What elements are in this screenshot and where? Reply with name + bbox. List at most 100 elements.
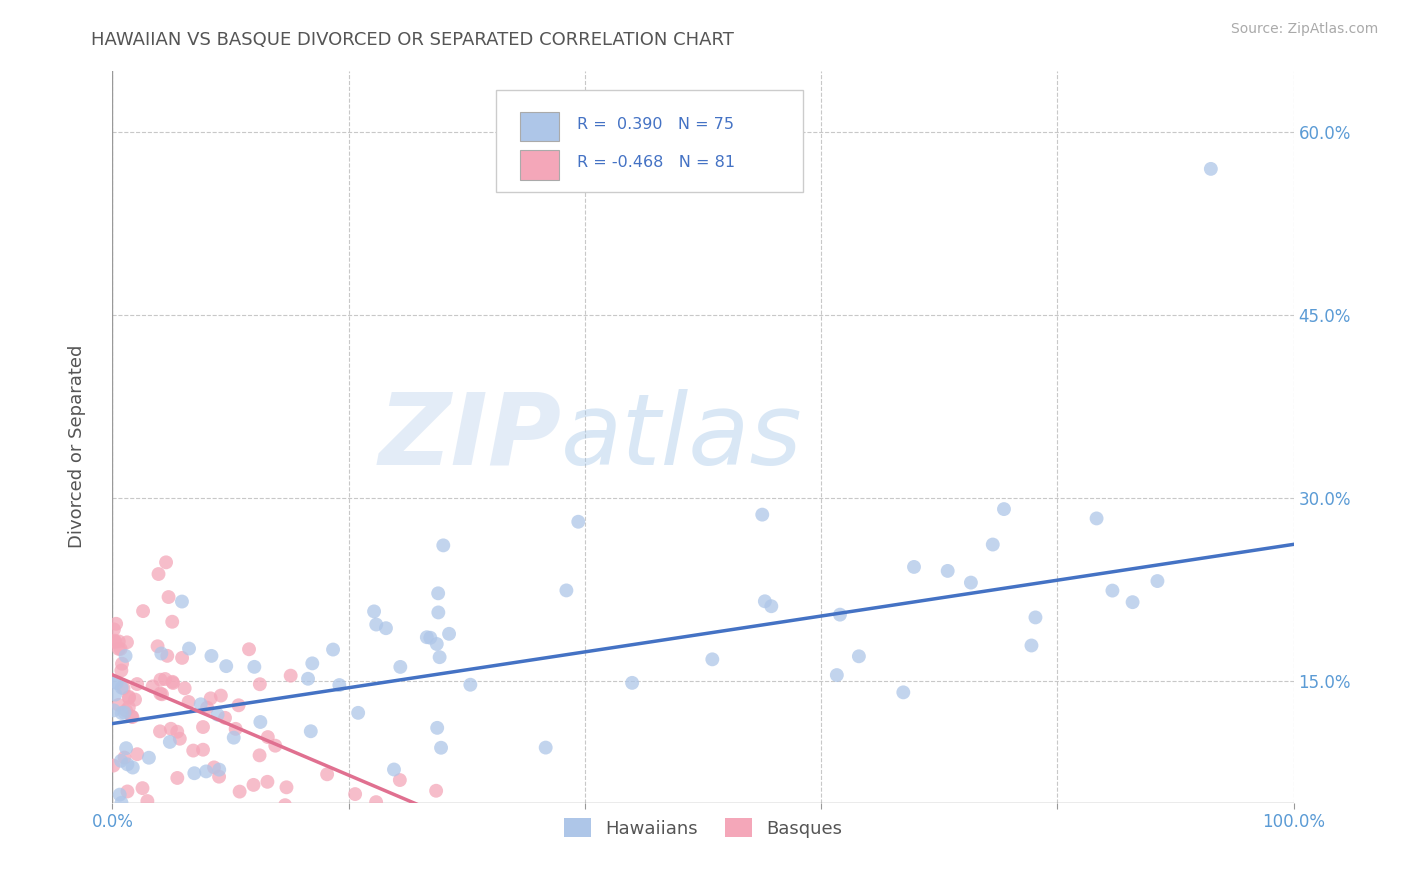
Point xyxy=(121,710,143,724)
FancyBboxPatch shape xyxy=(496,90,803,192)
Point xyxy=(363,604,385,618)
Point xyxy=(280,668,302,682)
Point xyxy=(111,681,134,695)
Point xyxy=(256,730,278,744)
Point xyxy=(249,677,271,691)
Point xyxy=(177,695,200,709)
Point xyxy=(427,606,450,620)
Point xyxy=(373,820,395,834)
Point xyxy=(702,652,724,666)
Point xyxy=(105,676,128,690)
Point xyxy=(277,820,299,834)
Point xyxy=(1122,595,1144,609)
Point xyxy=(301,657,323,671)
Point xyxy=(228,784,250,798)
Point xyxy=(389,660,412,674)
Point xyxy=(195,700,218,714)
Point xyxy=(183,766,205,780)
Point xyxy=(169,731,191,746)
Point xyxy=(107,641,129,656)
FancyBboxPatch shape xyxy=(520,112,560,141)
Point xyxy=(1146,574,1168,588)
Point xyxy=(238,642,260,657)
Text: Divorced or Separated: Divorced or Separated xyxy=(69,344,86,548)
Point xyxy=(146,640,169,654)
Point xyxy=(148,567,170,582)
Point xyxy=(751,508,773,522)
Point xyxy=(104,635,127,649)
Point xyxy=(149,687,172,701)
Point xyxy=(208,770,231,784)
Point xyxy=(848,649,870,664)
Point xyxy=(427,586,450,600)
Point xyxy=(115,635,138,649)
Point xyxy=(127,677,149,691)
Point xyxy=(209,689,232,703)
Point xyxy=(960,575,983,590)
Point xyxy=(249,714,271,729)
Point xyxy=(104,688,127,702)
Point xyxy=(114,706,136,720)
Point xyxy=(228,698,250,713)
Point xyxy=(373,806,395,821)
Point xyxy=(110,642,132,657)
Point xyxy=(114,750,136,764)
Point xyxy=(150,687,173,701)
Point xyxy=(426,721,449,735)
Point xyxy=(264,739,287,753)
Point xyxy=(103,674,125,689)
Point xyxy=(156,648,179,663)
Point xyxy=(429,650,451,665)
Point xyxy=(136,794,159,808)
Point xyxy=(278,820,301,834)
Point xyxy=(149,724,172,739)
Point xyxy=(1085,511,1108,525)
Point xyxy=(159,735,181,749)
Point xyxy=(124,692,146,706)
Point xyxy=(110,754,132,768)
Point xyxy=(121,709,143,723)
Point xyxy=(115,704,138,718)
Point xyxy=(149,673,172,687)
Point xyxy=(110,796,132,810)
Point xyxy=(322,642,344,657)
Text: Source: ZipAtlas.com: Source: ZipAtlas.com xyxy=(1230,22,1378,37)
Text: ZIP: ZIP xyxy=(378,389,561,485)
Point xyxy=(103,703,125,717)
Point xyxy=(170,651,193,665)
Point xyxy=(1024,610,1046,624)
Point xyxy=(160,615,183,629)
Point xyxy=(416,630,439,644)
Point xyxy=(430,740,453,755)
Point xyxy=(432,538,454,552)
Point xyxy=(114,648,136,663)
Text: R = -0.468   N = 81: R = -0.468 N = 81 xyxy=(576,155,735,170)
Point xyxy=(981,537,1004,551)
Point xyxy=(166,724,188,739)
Point xyxy=(328,678,350,692)
Point xyxy=(534,740,557,755)
Point xyxy=(891,685,914,699)
Point xyxy=(366,617,388,632)
Point xyxy=(243,660,266,674)
Point xyxy=(142,680,165,694)
Point xyxy=(567,515,589,529)
Point xyxy=(382,763,405,777)
Point xyxy=(118,690,141,704)
Point xyxy=(170,594,193,608)
Point xyxy=(419,631,441,645)
Point xyxy=(761,599,783,614)
Point xyxy=(215,659,238,673)
Point xyxy=(412,820,434,834)
Point xyxy=(1101,583,1123,598)
Point xyxy=(936,564,959,578)
Point xyxy=(121,760,143,774)
Point xyxy=(276,780,298,795)
Point xyxy=(274,798,297,813)
Point xyxy=(825,668,848,682)
Point xyxy=(103,758,125,772)
Text: R =  0.390   N = 75: R = 0.390 N = 75 xyxy=(576,117,734,131)
Point xyxy=(162,676,184,690)
Point xyxy=(166,771,188,785)
Point xyxy=(828,607,851,622)
